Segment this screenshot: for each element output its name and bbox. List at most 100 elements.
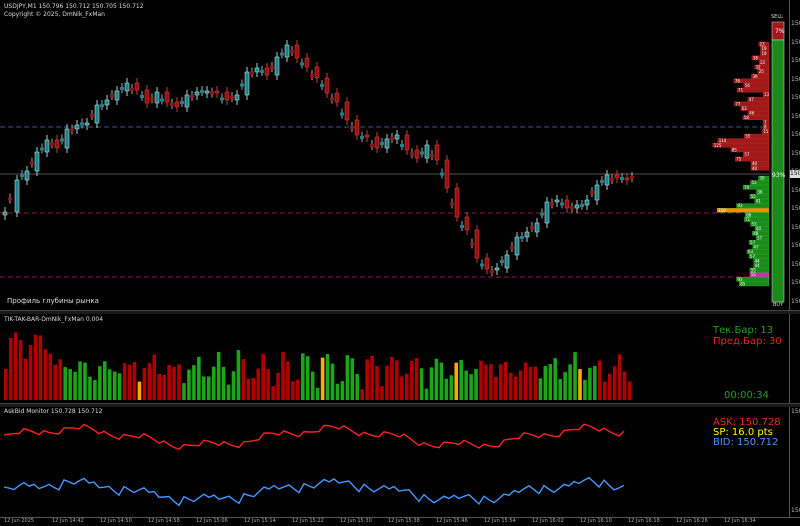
askbid-title: AskBid Monitor 150.728 150.712 — [4, 408, 103, 415]
candle-body — [154, 91, 160, 104]
candle-body — [50, 142, 54, 146]
candle-body — [464, 216, 470, 231]
tick-bar — [627, 381, 632, 400]
candle-body — [220, 97, 224, 101]
tick-bar — [464, 370, 468, 400]
candle-body — [454, 187, 460, 218]
tick-bar — [291, 381, 295, 400]
price-chart-pane[interactable]: 23 19 19 38 22 32 25 39 78 56 71 13 47 77 63 46 58 7 8 15 55… — [0, 0, 789, 310]
candle-body — [264, 67, 270, 76]
tick-bar — [187, 369, 191, 400]
tick-bar — [355, 373, 360, 400]
depth-sell-value: 32 — [756, 65, 762, 70]
depth-sell-bar — [748, 110, 770, 116]
candle-body — [100, 104, 104, 107]
candle-body — [164, 91, 170, 103]
candle-body — [544, 201, 550, 224]
time-axis-label: 12 Jun 15:38 — [388, 518, 420, 524]
tick-bar — [588, 367, 592, 400]
depth-sell-value: 38 — [753, 55, 759, 60]
tick-bar — [127, 364, 132, 400]
time-axis-label: 12 Jun 15:14 — [244, 518, 276, 524]
candle-body — [364, 134, 370, 138]
tick-volume-pane[interactable]: TIK-TAK-BAR-DmNik_FxMan 0.004 Тек.Бар: 1… — [0, 314, 789, 403]
depth-sell-bar — [750, 166, 770, 171]
candle-body — [174, 101, 180, 108]
candle-body — [370, 144, 374, 147]
candle-body — [474, 229, 480, 259]
symbol-info: USDJPY,M1 150.796 150.712 150.705 150.71… — [4, 3, 144, 10]
tick-bar — [350, 358, 355, 400]
price-axis-label: 150 — [791, 94, 800, 101]
candle-body — [34, 151, 40, 172]
tick-bar — [157, 373, 162, 400]
tick-bar — [484, 364, 488, 400]
depth-sell-value: 22 — [760, 60, 766, 65]
depth-sell-value: 15 — [763, 129, 769, 134]
depth-sell-bar — [754, 64, 770, 70]
tick-bar — [73, 371, 77, 400]
tick-bar — [518, 370, 523, 400]
candle-body — [460, 225, 464, 228]
tick-bar — [211, 366, 216, 400]
candle-body — [304, 57, 310, 68]
depth-sell-value: 55 — [745, 134, 751, 139]
tick-volume-histogram[interactable] — [0, 314, 789, 403]
candlestick-chart[interactable]: 2319193822322539785671134777634658781555… — [0, 0, 789, 310]
candle-body — [570, 206, 574, 210]
depth-sell-bar — [730, 147, 770, 153]
time-axis[interactable]: 12 Jun 2025 12 Jun 14:42 12 Jun 14:50 12 Ju… — [0, 517, 800, 526]
time-axis-label: 12 Jun 16:26 — [676, 518, 708, 524]
candle-body — [434, 144, 440, 161]
tick-bar — [424, 388, 429, 400]
candle-body — [314, 66, 320, 79]
tick-bar — [236, 350, 241, 400]
tick-bar — [261, 354, 265, 400]
depth-sell-value: 85 — [732, 147, 738, 152]
depth-buy-value: 68 — [746, 212, 752, 217]
tick-bar — [206, 376, 211, 400]
depth-sell-bar — [717, 138, 770, 143]
price-axis-label: 150 — [791, 223, 800, 231]
candle-body — [414, 149, 420, 159]
depth-sell-value: 78 — [735, 78, 741, 83]
askbid-axis: 150 150 — [789, 407, 800, 517]
tick-bar — [103, 361, 107, 400]
depth-buy-value: 63 — [748, 249, 754, 254]
depth-sell-bar — [758, 60, 770, 65]
candle-body — [40, 147, 44, 151]
candle-body — [320, 84, 324, 87]
candle-body — [554, 199, 560, 203]
depth-buy-bar — [736, 277, 770, 282]
tick-bar — [489, 364, 493, 400]
tick-bar — [543, 366, 548, 400]
price-axis[interactable]: 150 150 150 150 150 150 150 150 150 150 150 150 150 1… — [789, 0, 800, 310]
candle-body — [24, 170, 30, 181]
depth-buy-value: 85 — [740, 281, 746, 286]
depth-buy-bar — [758, 175, 770, 181]
askbid-monitor-pane[interactable]: AskBid Monitor 150.728 150.712 ASK: 150.… — [0, 407, 789, 517]
candle-body — [270, 66, 274, 69]
depth-sell-bar — [744, 133, 770, 139]
tick-bar — [479, 360, 483, 400]
depth-sell-bar — [736, 87, 770, 93]
candle-body — [584, 199, 590, 206]
tick-bar — [622, 371, 627, 400]
candle-body — [610, 178, 614, 181]
tick-bar — [414, 358, 419, 400]
depth-buy-bar — [749, 272, 770, 277]
depth-buy-bar — [744, 217, 770, 222]
depth-sell-bar — [747, 97, 770, 102]
candle-body — [580, 204, 584, 207]
askbid-lines-chart[interactable] — [0, 407, 789, 517]
candle-body — [630, 176, 634, 179]
candle-body — [194, 91, 200, 96]
tick-bar — [256, 368, 261, 400]
candle-body — [180, 101, 184, 104]
depth-sell-value: 75 — [736, 157, 742, 162]
askbid-axis-label: 150 — [791, 408, 800, 415]
candle-body — [84, 122, 90, 126]
depth-buy-value: 37 — [757, 235, 763, 240]
tick-bar — [301, 353, 305, 400]
candle-body — [310, 74, 314, 77]
